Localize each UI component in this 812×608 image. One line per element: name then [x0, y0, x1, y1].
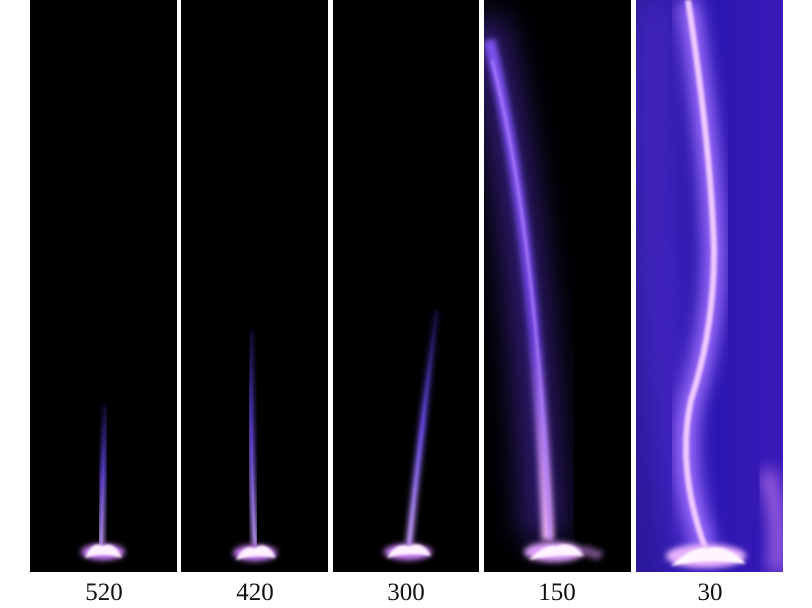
panel-label: 520: [85, 579, 123, 606]
panel-label: 420: [236, 579, 274, 606]
electrode-reflection: [582, 545, 604, 560]
photo-panel: [181, 0, 328, 572]
photo-panel: [333, 0, 479, 572]
plasma-base: [85, 544, 122, 558]
panel-background: [333, 0, 479, 572]
panel-label: 300: [387, 579, 425, 606]
plasma-filament: [100, 404, 106, 546]
photo-panel: [30, 0, 177, 572]
photo-panel: [636, 0, 783, 572]
photo-panel: [484, 0, 631, 572]
plasma-base: [671, 547, 746, 566]
plasma-base: [529, 544, 584, 560]
plasma-core: [490, 59, 552, 541]
plasma-filament: [250, 329, 256, 546]
plasma-base: [387, 544, 431, 558]
panel-label: 30: [698, 579, 723, 606]
panel-label: 150: [538, 579, 576, 606]
plasma-filament: [407, 309, 439, 546]
side-discharge: [759, 467, 783, 572]
plasma-base: [236, 545, 276, 560]
plasma-channel: [683, 0, 718, 552]
